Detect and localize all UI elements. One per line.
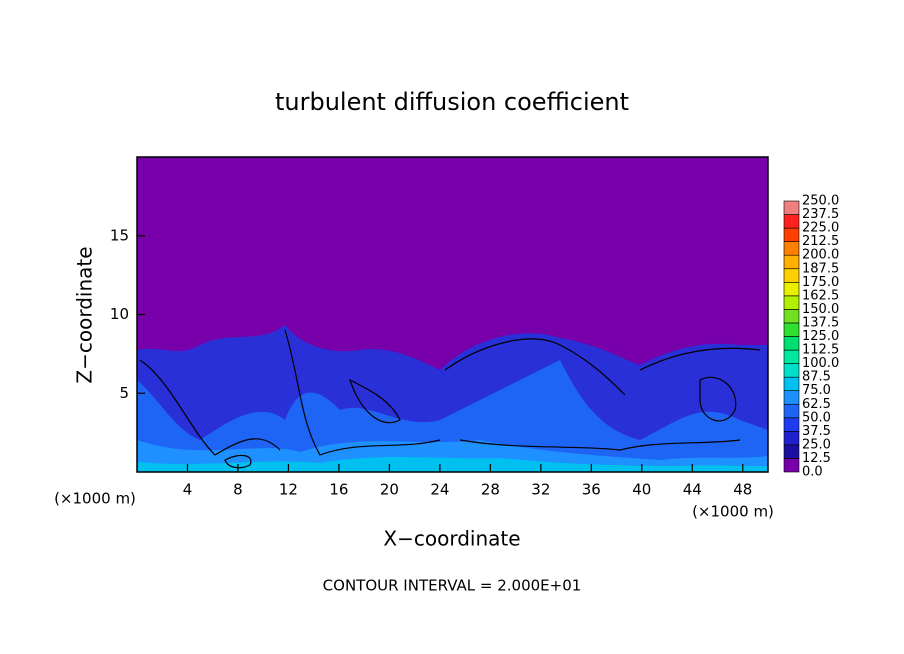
field-region — [137, 457, 768, 472]
colorbar-label: 237.5 — [802, 207, 839, 222]
colorbar-label: 150.0 — [802, 302, 839, 317]
x-tick-label: 40 — [632, 481, 651, 499]
colorbar-box — [783, 322, 800, 337]
x-tick-label: 12 — [279, 481, 298, 499]
x-tick-label: 20 — [380, 481, 399, 499]
colorbar-label: 212.5 — [802, 234, 839, 249]
colorbar-box — [783, 336, 800, 351]
colorbar-box — [783, 363, 800, 378]
colorbar-box — [783, 417, 800, 432]
colorbar-box — [783, 254, 800, 270]
x-tick-label: 24 — [430, 481, 449, 499]
colorbar-box — [783, 349, 800, 364]
x-tick-label: 36 — [582, 481, 601, 499]
colorbar-label: 125.0 — [802, 329, 839, 344]
colorbar-label: 250.0 — [802, 194, 839, 209]
colorbar-label: 87.5 — [802, 370, 831, 385]
colorbar-label: 37.5 — [802, 424, 831, 439]
colorbar-label: 100.0 — [802, 356, 839, 371]
colorbar-label: 137.5 — [802, 315, 839, 330]
x-unit: (×1000 m) — [692, 503, 774, 521]
colorbar-box — [783, 390, 800, 405]
x-tick-label: 44 — [683, 481, 702, 499]
colorbar-box — [783, 376, 800, 391]
footer: CONTOUR INTERVAL = 2.000E+01 — [323, 577, 582, 595]
y-unit: (×1000 m) — [54, 490, 136, 508]
chart-title: turbulent diffusion coefficient — [275, 88, 629, 116]
y-tick-label: 15 — [110, 226, 129, 244]
colorbar-label: 62.5 — [802, 397, 831, 412]
colorbar-label: 187.5 — [802, 261, 839, 276]
x-axis-label: X−coordinate — [383, 527, 520, 551]
colorbar-box — [783, 403, 800, 419]
colorbar-label: 175.0 — [802, 275, 839, 290]
colorbar-box — [783, 444, 800, 459]
colorbar-box — [783, 431, 800, 446]
x-tick-label: 16 — [329, 481, 348, 499]
field-region — [137, 360, 768, 472]
x-tick-label: 4 — [183, 481, 193, 499]
y-tick-label: 10 — [110, 305, 129, 323]
colorbar-label: 12.5 — [802, 451, 831, 466]
colorbar-box — [783, 227, 800, 242]
colorbar-box — [783, 241, 800, 256]
x-tick-label: 32 — [531, 481, 550, 499]
colorbar-box — [783, 295, 800, 310]
x-tick-label: 48 — [733, 481, 752, 499]
x-tick-label: 8 — [233, 481, 243, 499]
colorbar-box — [783, 214, 800, 229]
colorbar-box — [783, 268, 800, 283]
colorbar-label: 75.0 — [802, 383, 831, 398]
colorbar-label: 50.0 — [802, 410, 831, 425]
contour-lines — [139, 329, 761, 469]
colorbar-box — [783, 458, 800, 473]
colorbar-box — [783, 281, 800, 297]
y-tick-label: 5 — [119, 384, 129, 402]
colorbar-label: 112.5 — [802, 343, 839, 358]
colorbar-label: 162.5 — [802, 288, 839, 303]
colorbar-box — [783, 309, 800, 324]
colorbar-label: 0.0 — [802, 465, 823, 480]
colorbar-label: 25.0 — [802, 437, 831, 452]
colorbar-label: 225.0 — [802, 221, 839, 236]
y-axis-label: Z−coordinate — [73, 246, 97, 383]
field — [137, 157, 768, 472]
x-tick-label: 28 — [481, 481, 500, 499]
colorbar-label: 200.0 — [802, 248, 839, 263]
colorbar-box — [783, 200, 800, 215]
